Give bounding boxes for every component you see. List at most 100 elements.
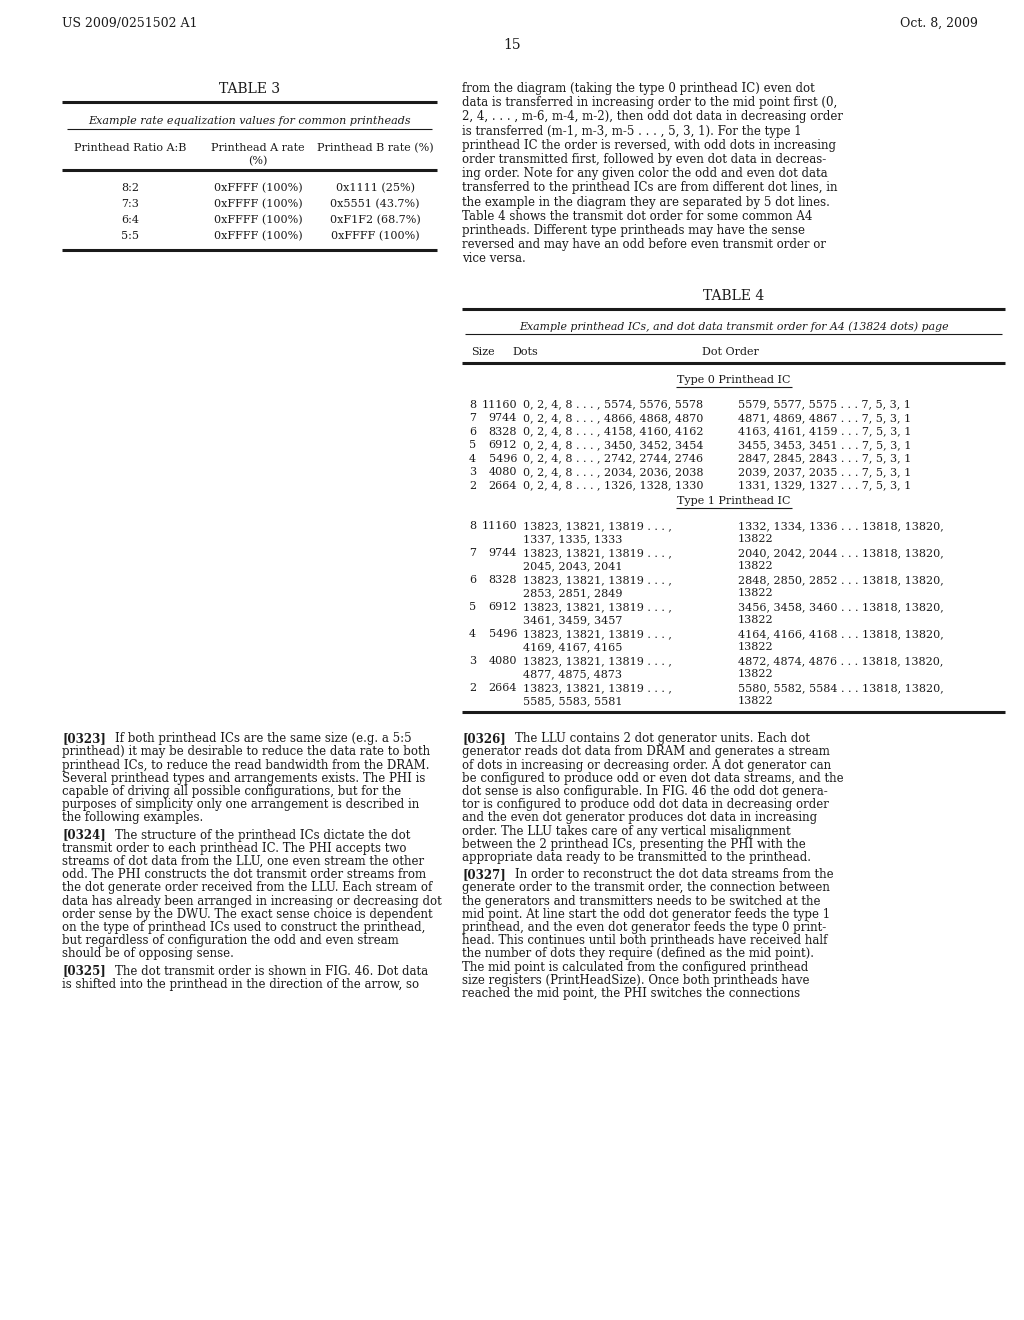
Text: 5579, 5577, 5575 . . . 7, 5, 3, 1: 5579, 5577, 5575 . . . 7, 5, 3, 1 — [738, 400, 911, 409]
Text: 1337, 1335, 1333: 1337, 1335, 1333 — [523, 535, 623, 544]
Text: 13822: 13822 — [738, 669, 773, 678]
Text: order sense by the DWU. The exact sense choice is dependent: order sense by the DWU. The exact sense … — [62, 908, 432, 921]
Text: 4: 4 — [469, 630, 476, 639]
Text: 8328: 8328 — [488, 576, 517, 585]
Text: odd. The PHI constructs the dot transmit order streams from: odd. The PHI constructs the dot transmit… — [62, 869, 426, 882]
Text: 13823, 13821, 13819 . . . ,: 13823, 13821, 13819 . . . , — [523, 630, 672, 639]
Text: [0327]: [0327] — [462, 869, 506, 882]
Text: Dots: Dots — [512, 347, 538, 356]
Text: order. The LLU takes care of any vertical misalignment: order. The LLU takes care of any vertica… — [462, 825, 791, 837]
Text: 3: 3 — [469, 656, 476, 667]
Text: [0323]: [0323] — [62, 733, 105, 744]
Text: 3456, 3458, 3460 . . . 13818, 13820,: 3456, 3458, 3460 . . . 13818, 13820, — [738, 602, 944, 612]
Text: 0x5551 (43.7%): 0x5551 (43.7%) — [331, 199, 420, 210]
Text: 4: 4 — [469, 454, 476, 463]
Text: (%): (%) — [248, 156, 267, 166]
Text: 3: 3 — [469, 467, 476, 477]
Text: 9744: 9744 — [488, 548, 517, 558]
Text: 13823, 13821, 13819 . . . ,: 13823, 13821, 13819 . . . , — [523, 576, 672, 585]
Text: Size: Size — [471, 347, 495, 356]
Text: 0, 2, 4, 8 . . . , 1326, 1328, 1330: 0, 2, 4, 8 . . . , 1326, 1328, 1330 — [523, 480, 703, 491]
Text: If both printhead ICs are the same size (e.g. a 5:5: If both printhead ICs are the same size … — [100, 733, 412, 744]
Text: 1331, 1329, 1327 . . . 7, 5, 3, 1: 1331, 1329, 1327 . . . 7, 5, 3, 1 — [738, 480, 911, 491]
Text: but regardless of configuration the odd and even stream: but regardless of configuration the odd … — [62, 935, 398, 948]
Text: 13822: 13822 — [738, 615, 773, 626]
Text: The LLU contains 2 dot generator units. Each dot: The LLU contains 2 dot generator units. … — [500, 733, 810, 744]
Text: dot sense is also configurable. In FIG. 46 the odd dot genera-: dot sense is also configurable. In FIG. … — [462, 785, 827, 797]
Text: 13823, 13821, 13819 . . . ,: 13823, 13821, 13819 . . . , — [523, 656, 672, 667]
Text: the number of dots they require (defined as the mid point).: the number of dots they require (defined… — [462, 948, 814, 961]
Text: 3461, 3459, 3457: 3461, 3459, 3457 — [523, 615, 623, 626]
Text: TABLE 3: TABLE 3 — [219, 82, 280, 96]
Text: 6912: 6912 — [488, 602, 517, 612]
Text: The structure of the printhead ICs dictate the dot: The structure of the printhead ICs dicta… — [100, 829, 411, 842]
Text: 2664: 2664 — [488, 684, 517, 693]
Text: generator reads dot data from DRAM and generates a stream: generator reads dot data from DRAM and g… — [462, 746, 829, 758]
Text: Example rate equalization values for common printheads: Example rate equalization values for com… — [88, 116, 411, 125]
Text: is transferred (m-1, m-3, m-5 . . . , 5, 3, 1). For the type 1: is transferred (m-1, m-3, m-5 . . . , 5,… — [462, 124, 802, 137]
Text: streams of dot data from the LLU, one even stream the other: streams of dot data from the LLU, one ev… — [62, 855, 424, 869]
Text: 5: 5 — [469, 602, 476, 612]
Text: 11160: 11160 — [481, 400, 517, 409]
Text: 7: 7 — [469, 548, 476, 558]
Text: 4169, 4167, 4165: 4169, 4167, 4165 — [523, 642, 623, 652]
Text: 13822: 13822 — [738, 696, 773, 706]
Text: 7: 7 — [469, 413, 476, 424]
Text: reached the mid point, the PHI switches the connections: reached the mid point, the PHI switches … — [462, 987, 800, 1001]
Text: [0326]: [0326] — [462, 733, 506, 744]
Text: size registers (PrintHeadSize). Once both printheads have: size registers (PrintHeadSize). Once bot… — [462, 974, 810, 987]
Text: 5496: 5496 — [488, 454, 517, 463]
Text: 6: 6 — [469, 426, 476, 437]
Text: Printhead B rate (%): Printhead B rate (%) — [316, 143, 433, 153]
Text: TABLE 4: TABLE 4 — [702, 289, 764, 302]
Text: The dot transmit order is shown in FIG. 46. Dot data: The dot transmit order is shown in FIG. … — [100, 965, 428, 978]
Text: 8: 8 — [469, 400, 476, 409]
Text: 0xFFFF (100%): 0xFFFF (100%) — [214, 199, 302, 210]
Text: 0xFFFF (100%): 0xFFFF (100%) — [331, 231, 419, 242]
Text: 13823, 13821, 13819 . . . ,: 13823, 13821, 13819 . . . , — [523, 602, 672, 612]
Text: In order to reconstruct the dot data streams from the: In order to reconstruct the dot data str… — [500, 869, 834, 882]
Text: 4080: 4080 — [488, 656, 517, 667]
Text: generate order to the transmit order, the connection between: generate order to the transmit order, th… — [462, 882, 829, 895]
Text: 0, 2, 4, 8 . . . , 3450, 3452, 3454: 0, 2, 4, 8 . . . , 3450, 3452, 3454 — [523, 440, 703, 450]
Text: US 2009/0251502 A1: US 2009/0251502 A1 — [62, 17, 198, 30]
Text: from the diagram (taking the type 0 printhead IC) even dot: from the diagram (taking the type 0 prin… — [462, 82, 815, 95]
Text: printhead, and the even dot generator feeds the type 0 print-: printhead, and the even dot generator fe… — [462, 921, 826, 935]
Text: data is transferred in increasing order to the mid point first (0,: data is transferred in increasing order … — [462, 96, 838, 110]
Text: 4877, 4875, 4873: 4877, 4875, 4873 — [523, 669, 622, 678]
Text: mid point. At line start the odd dot generator feeds the type 1: mid point. At line start the odd dot gen… — [462, 908, 830, 921]
Text: 0xFFFF (100%): 0xFFFF (100%) — [214, 183, 302, 193]
Text: 6: 6 — [469, 576, 476, 585]
Text: Oct. 8, 2009: Oct. 8, 2009 — [900, 17, 978, 30]
Text: purposes of simplicity only one arrangement is described in: purposes of simplicity only one arrangem… — [62, 799, 419, 810]
Text: 0, 2, 4, 8 . . . , 2742, 2744, 2746: 0, 2, 4, 8 . . . , 2742, 2744, 2746 — [523, 454, 703, 463]
Text: 4871, 4869, 4867 . . . 7, 5, 3, 1: 4871, 4869, 4867 . . . 7, 5, 3, 1 — [738, 413, 911, 424]
Text: [0325]: [0325] — [62, 965, 105, 978]
Text: and the even dot generator produces dot data in increasing: and the even dot generator produces dot … — [462, 812, 817, 824]
Text: appropriate data ready to be transmitted to the printhead.: appropriate data ready to be transmitted… — [462, 851, 811, 863]
Text: tor is configured to produce odd dot data in decreasing order: tor is configured to produce odd dot dat… — [462, 799, 828, 810]
Text: 0x1111 (25%): 0x1111 (25%) — [336, 183, 415, 193]
Text: 2: 2 — [469, 480, 476, 491]
Text: 0, 2, 4, 8 . . . , 5574, 5576, 5578: 0, 2, 4, 8 . . . , 5574, 5576, 5578 — [523, 400, 703, 409]
Text: should be of opposing sense.: should be of opposing sense. — [62, 948, 233, 961]
Text: 4164, 4166, 4168 . . . 13818, 13820,: 4164, 4166, 4168 . . . 13818, 13820, — [738, 630, 944, 639]
Text: order transmitted first, followed by even dot data in decreas-: order transmitted first, followed by eve… — [462, 153, 826, 166]
Text: 13822: 13822 — [738, 561, 773, 572]
Text: 5585, 5583, 5581: 5585, 5583, 5581 — [523, 696, 623, 706]
Text: printhead ICs, to reduce the read bandwidth from the DRAM.: printhead ICs, to reduce the read bandwi… — [62, 759, 429, 771]
Text: 6:4: 6:4 — [121, 215, 139, 224]
Text: 2853, 2851, 2849: 2853, 2851, 2849 — [523, 589, 623, 598]
Text: 8: 8 — [469, 521, 476, 531]
Text: head. This continues until both printheads have received half: head. This continues until both printhea… — [462, 935, 827, 948]
Text: ing order. Note for any given color the odd and even dot data: ing order. Note for any given color the … — [462, 168, 827, 181]
Text: transferred to the printhead ICs are from different dot lines, in: transferred to the printhead ICs are fro… — [462, 181, 838, 194]
Text: 5: 5 — [469, 440, 476, 450]
Text: Several printhead types and arrangements exists. The PHI is: Several printhead types and arrangements… — [62, 772, 425, 784]
Text: 2848, 2850, 2852 . . . 13818, 13820,: 2848, 2850, 2852 . . . 13818, 13820, — [738, 576, 944, 585]
Text: 5:5: 5:5 — [121, 231, 139, 242]
Text: 13823, 13821, 13819 . . . ,: 13823, 13821, 13819 . . . , — [523, 684, 672, 693]
Text: Printhead A rate: Printhead A rate — [211, 143, 305, 153]
Text: the dot generate order received from the LLU. Each stream of: the dot generate order received from the… — [62, 882, 432, 895]
Text: is shifted into the printhead in the direction of the arrow, so: is shifted into the printhead in the dir… — [62, 978, 419, 991]
